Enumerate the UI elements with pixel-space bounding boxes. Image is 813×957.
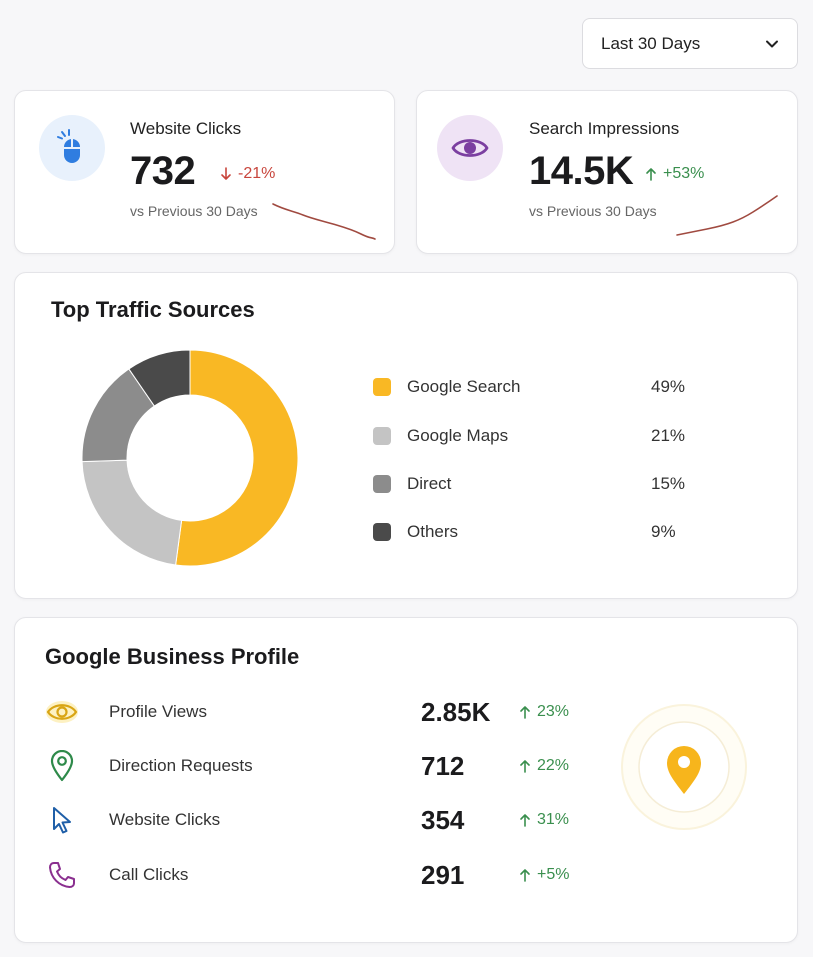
mouse-icon	[39, 115, 105, 181]
arrow-up-icon	[646, 168, 656, 181]
metric-value: 2.85K	[421, 696, 491, 727]
stat-subtitle: vs Previous 30 Days	[130, 203, 258, 219]
location-pin-icon	[45, 749, 79, 783]
legend-label: Google Maps	[407, 426, 509, 445]
stat-change-value: +53%	[663, 165, 705, 182]
metric-label: Call Clicks	[109, 865, 189, 884]
legend-value: 9%	[651, 522, 676, 541]
business-profile-card: Google Business Profile Profile Views 2.…	[14, 617, 798, 943]
legend-value: 15%	[651, 474, 686, 493]
donut-slice-google-search[interactable]	[175, 349, 299, 567]
metric-change: 23%	[519, 703, 569, 721]
arrow-up-icon	[520, 869, 530, 882]
donut-chart	[81, 349, 299, 567]
list-item[interactable]: Direction Requests 712 22%	[45, 746, 605, 786]
metric-value: 291	[421, 859, 465, 890]
sparkline	[272, 203, 376, 240]
metric-change-value: +5%	[537, 866, 570, 883]
metric-change-value: 31%	[537, 811, 570, 828]
legend-label: Direct	[407, 474, 452, 493]
chevron-down-icon	[766, 40, 778, 47]
arrow-down-icon	[221, 167, 231, 180]
metric-change-value: 22%	[537, 757, 570, 774]
list-item[interactable]: Call Clicks 291 +5%	[45, 855, 605, 895]
search-impressions-card: Search Impressions 14.5K +53% vs Previou…	[416, 90, 798, 254]
stat-value: 732	[130, 149, 196, 193]
metric-label: Profile Views	[109, 702, 207, 721]
list-item[interactable]: Website Clicks 354 31%	[45, 800, 605, 840]
legend-swatch	[373, 427, 391, 445]
legend-item[interactable]: Google Maps 21%	[373, 424, 713, 448]
legend-swatch	[373, 475, 391, 493]
stat-value: 14.5K	[529, 149, 634, 193]
date-range-label: Last 30 Days	[601, 33, 701, 53]
phone-icon	[45, 858, 79, 892]
list-item[interactable]: Profile Views 2.85K 23%	[45, 692, 605, 732]
stat-subtitle: vs Previous 30 Days	[529, 203, 657, 219]
section-title: Google Business Profile	[45, 644, 300, 669]
cursor-icon	[45, 803, 79, 837]
stat-change-value: -21%	[238, 165, 276, 182]
legend-value: 21%	[651, 426, 686, 445]
donut-slice-google-maps[interactable]	[81, 459, 183, 566]
legend-item[interactable]: Others 9%	[373, 520, 713, 544]
metric-label: Direction Requests	[109, 756, 253, 775]
legend-value: 49%	[651, 377, 686, 396]
map-pin-icon	[621, 704, 747, 830]
section-title: Top Traffic Sources	[51, 297, 255, 322]
metric-change: 22%	[519, 757, 569, 775]
stat-change: -21%	[220, 165, 275, 183]
stat-title: Website Clicks	[130, 119, 242, 138]
website-clicks-card: Website Clicks 732 -21% vs Previous 30 D…	[14, 90, 395, 254]
metric-change: +5%	[519, 866, 569, 884]
legend-swatch	[373, 523, 391, 541]
metric-value: 354	[421, 804, 465, 835]
sparkline	[676, 195, 778, 236]
eye-icon	[437, 115, 503, 181]
metric-change-value: 23%	[537, 703, 570, 720]
traffic-sources-card: Top Traffic Sources Google Search 49% Goog…	[14, 272, 798, 599]
stat-title: Search Impressions	[529, 119, 680, 138]
legend-item[interactable]: Direct 15%	[373, 472, 713, 496]
date-range-select[interactable]: Last 30 Days	[582, 18, 798, 69]
legend-swatch	[373, 378, 391, 396]
metric-change: 31%	[519, 811, 569, 829]
arrow-up-icon	[520, 814, 530, 827]
metric-value: 712	[421, 750, 465, 781]
arrow-up-icon	[520, 760, 530, 773]
metric-label: Website Clicks	[109, 810, 221, 829]
eye-icon	[45, 695, 79, 729]
stat-change: +53%	[645, 165, 704, 183]
legend-label: Others	[407, 522, 459, 541]
legend-item[interactable]: Google Search 49%	[373, 375, 713, 399]
legend-label: Google Search	[407, 377, 521, 396]
donut-slice-others[interactable]	[128, 349, 191, 407]
arrow-up-icon	[520, 706, 530, 719]
